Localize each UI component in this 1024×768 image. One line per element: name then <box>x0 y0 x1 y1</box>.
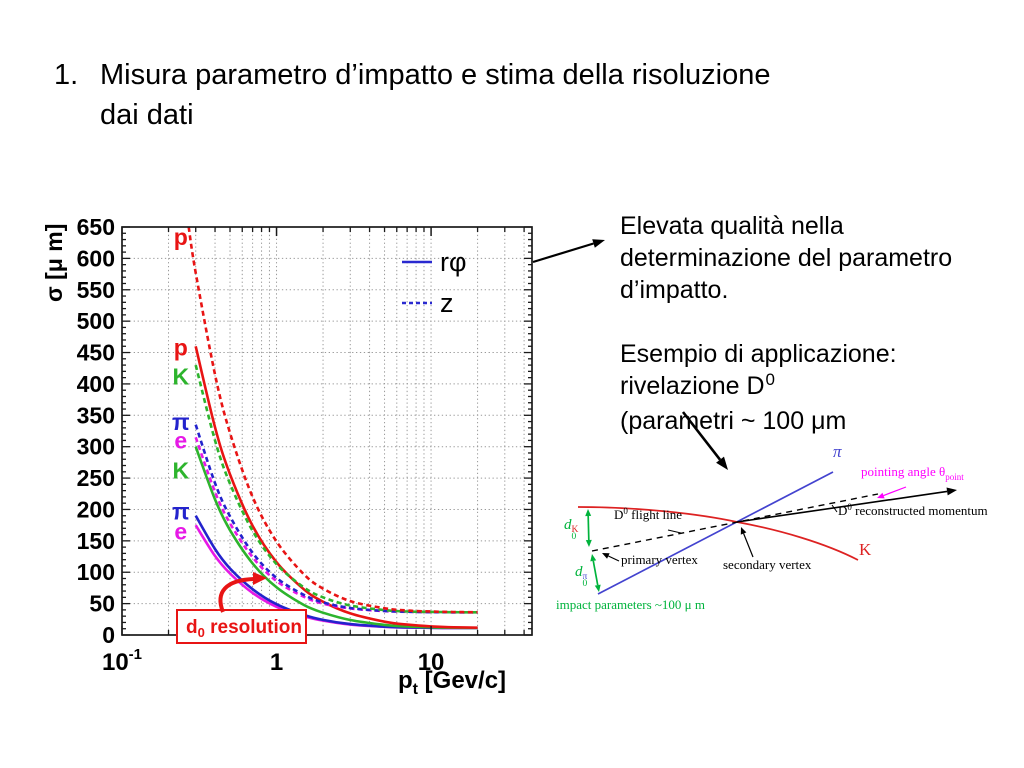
text-segment: D <box>838 503 848 518</box>
superscript: K <box>571 525 579 535</box>
chart-curves <box>187 227 478 630</box>
title-number: 1. <box>54 59 79 91</box>
svg-text:550: 550 <box>77 277 115 303</box>
pion-track-line <box>597 471 834 595</box>
flight-line-connector <box>667 529 682 534</box>
subscript: 0 <box>571 532 577 542</box>
svg-text:p: p <box>174 224 188 250</box>
pion-track-label: π <box>833 442 842 461</box>
kaon-track-label: K <box>859 540 872 559</box>
svg-text:π: π <box>172 409 190 435</box>
text-segment: rivelazione D <box>620 372 765 400</box>
impact-parameter-resolution-chart: 0 50 100 150 200 250 300 350 400 450 500 550 600 650 1… <box>40 192 550 712</box>
svg-text:K: K <box>172 363 189 389</box>
reconstructed-momentum-label: D0 reconstructed momentum <box>838 502 988 519</box>
svg-text:π: π <box>172 498 190 524</box>
svg-text:e: e <box>174 427 187 453</box>
x-axis-title: pt [Gev/c] <box>398 667 506 698</box>
impact-parameters-label: impact parameters ~100 μ m <box>556 597 706 612</box>
subscript: point <box>945 472 964 482</box>
svg-text:500: 500 <box>77 308 115 334</box>
pointing-angle-label: pointing angle θpoint <box>861 464 964 482</box>
text-line: determinazione del parametro <box>620 244 953 272</box>
blank-line <box>620 306 1020 338</box>
page-title: Misura parametro d’impatto e stima della… <box>100 55 771 135</box>
curve-e-z <box>194 436 478 614</box>
text-line: (parametri ~ 100 μm <box>620 407 847 435</box>
d0-flight-line <box>591 493 879 552</box>
text-segment: d <box>575 564 583 580</box>
title-line2: dai dati <box>100 99 194 131</box>
svg-text:rφ: rφ <box>440 247 467 277</box>
svg-text:100: 100 <box>77 559 115 585</box>
curve-K-z <box>194 364 478 614</box>
svg-text:K: K <box>172 458 189 484</box>
svg-text:200: 200 <box>77 496 115 522</box>
svg-text:10-1: 10-1 <box>102 646 142 676</box>
resolution-chart-svg: 0 50 100 150 200 250 300 350 400 450 500 550 600 650 1… <box>41 214 533 698</box>
svg-text:350: 350 <box>77 402 115 428</box>
annotation-text-block: Elevata qualità nella determinazione del… <box>620 210 1020 437</box>
text-line: Esempio di applicazione: <box>620 340 897 368</box>
text-segment: flight line <box>627 507 683 522</box>
superscript-zero: 0 <box>765 370 775 389</box>
svg-text:0: 0 <box>102 622 115 648</box>
svg-text:e: e <box>174 518 187 544</box>
svg-text:300: 300 <box>77 434 115 460</box>
momentum-label-connector <box>831 504 838 513</box>
svg-text:d0 resolution: d0 resolution <box>186 617 302 640</box>
superscript: 0 <box>847 502 852 512</box>
y-axis-title: σ [μ m] <box>41 224 67 302</box>
subscript: 0 <box>582 579 588 589</box>
svg-text:10: 10 <box>418 649 445 676</box>
d0-resolution-annotation: d0 resolution <box>176 572 307 644</box>
text-line: rivelazione D0 <box>620 370 1020 405</box>
text-segment: D <box>614 507 624 522</box>
text-line: d’impatto. <box>620 276 729 304</box>
svg-text:650: 650 <box>77 214 115 240</box>
curve-K-rphi <box>194 446 478 630</box>
chart-axes <box>121 226 533 636</box>
svg-text:450: 450 <box>77 340 115 366</box>
text-line: Elevata qualità nella <box>620 212 844 240</box>
chart-legend: rφ z <box>402 247 467 318</box>
svg-text:150: 150 <box>77 528 115 554</box>
superscript: π <box>582 572 588 582</box>
curve-pi-z <box>194 424 478 614</box>
svg-text:600: 600 <box>77 245 115 271</box>
svg-text:50: 50 <box>89 591 115 617</box>
y-tick-labels: 0 50 100 150 200 250 300 350 400 450 500 550 600 650 <box>77 214 115 648</box>
x-tick-labels: 10-1 1 10 <box>102 646 444 676</box>
svg-text:p: p <box>174 335 188 361</box>
text-segment: pointing angle θ <box>861 464 946 479</box>
title-line1: Misura parametro d’impatto e stima della… <box>100 59 771 91</box>
text-segment: d <box>564 517 572 533</box>
svg-text:1: 1 <box>270 649 283 676</box>
d0-decay-diagram <box>577 471 957 595</box>
text-segment: reconstructed momentum <box>851 503 988 518</box>
curve-p-rphi <box>194 346 478 629</box>
svg-text:250: 250 <box>77 465 115 491</box>
svg-text:400: 400 <box>77 371 115 397</box>
secondary-vertex-label: secondary vertex <box>723 557 812 572</box>
primary-vertex-label: primary vertex <box>621 552 698 567</box>
flight-line-label: D0 flight line <box>614 506 683 523</box>
superscript: 0 <box>623 506 628 516</box>
svg-text:z: z <box>440 288 454 318</box>
curve-p-z <box>187 227 478 614</box>
